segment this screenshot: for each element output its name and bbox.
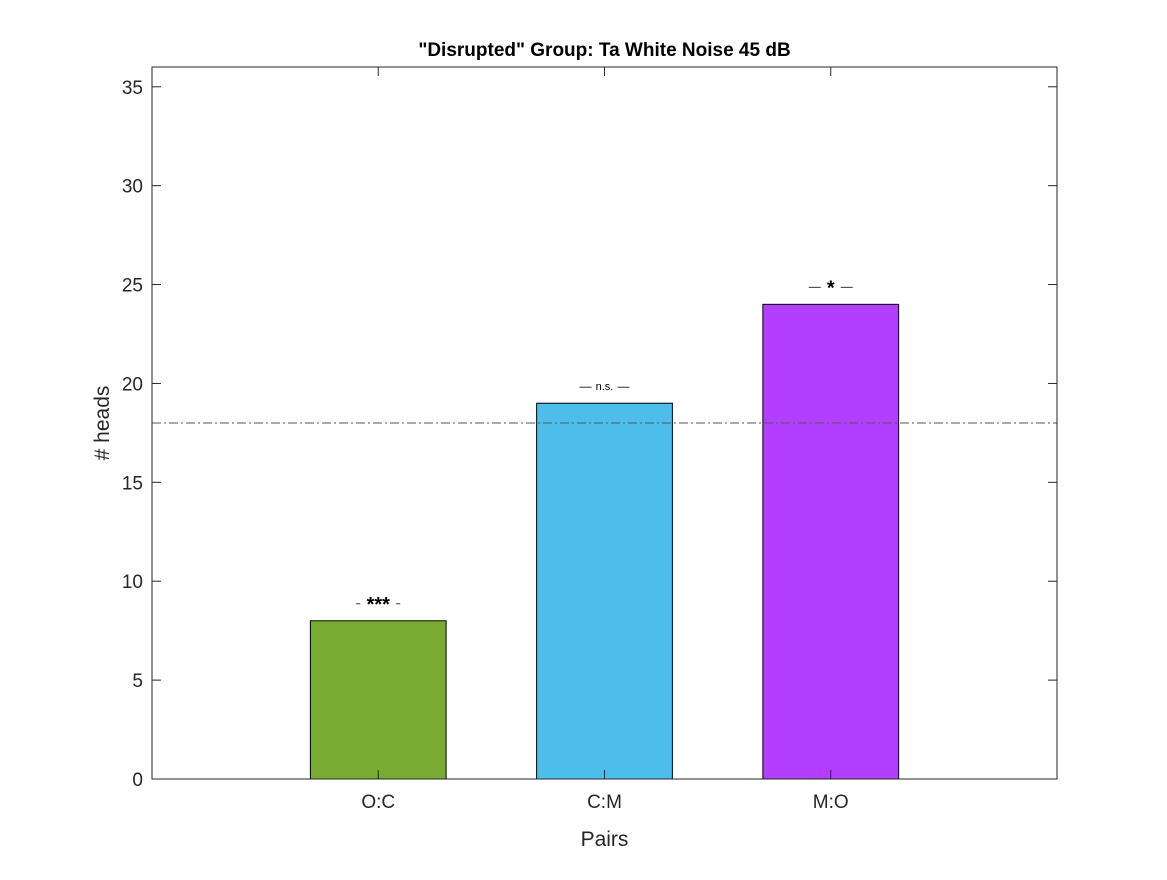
y-tick-label: 0	[132, 770, 143, 791]
y-tick-label: 25	[122, 276, 143, 297]
y-tick-label: 20	[122, 374, 143, 395]
y-tick-label: 35	[122, 78, 143, 99]
significance-label: n.s.	[596, 381, 614, 393]
x-tick-label: C:M	[587, 792, 622, 813]
x-tick-label: M:O	[813, 792, 849, 813]
bars-layer	[309, 303, 900, 780]
bar-c-m	[536, 402, 673, 780]
y-tick-label: 15	[122, 473, 143, 494]
chart-title: "Disrupted" Group: Ta White Noise 45 dB	[418, 40, 790, 61]
ticks-layer	[152, 67, 1057, 780]
x-tick-label: O:C	[361, 792, 395, 813]
y-tick-label: 10	[122, 572, 143, 593]
significance-label: *	[827, 277, 835, 299]
significance-label: ***	[367, 594, 391, 616]
bar-m-o	[762, 303, 900, 780]
bar-o-c	[309, 620, 447, 780]
labels-layer: *** O:C n.s. C:M * M:O 0 5 10 15 20 25 30 35	[122, 78, 853, 813]
y-tick-label: 5	[132, 671, 143, 692]
x-axis-label: Pairs	[581, 828, 629, 851]
y-axis-label: # heads	[91, 386, 114, 461]
y-tick-label: 30	[122, 177, 143, 198]
